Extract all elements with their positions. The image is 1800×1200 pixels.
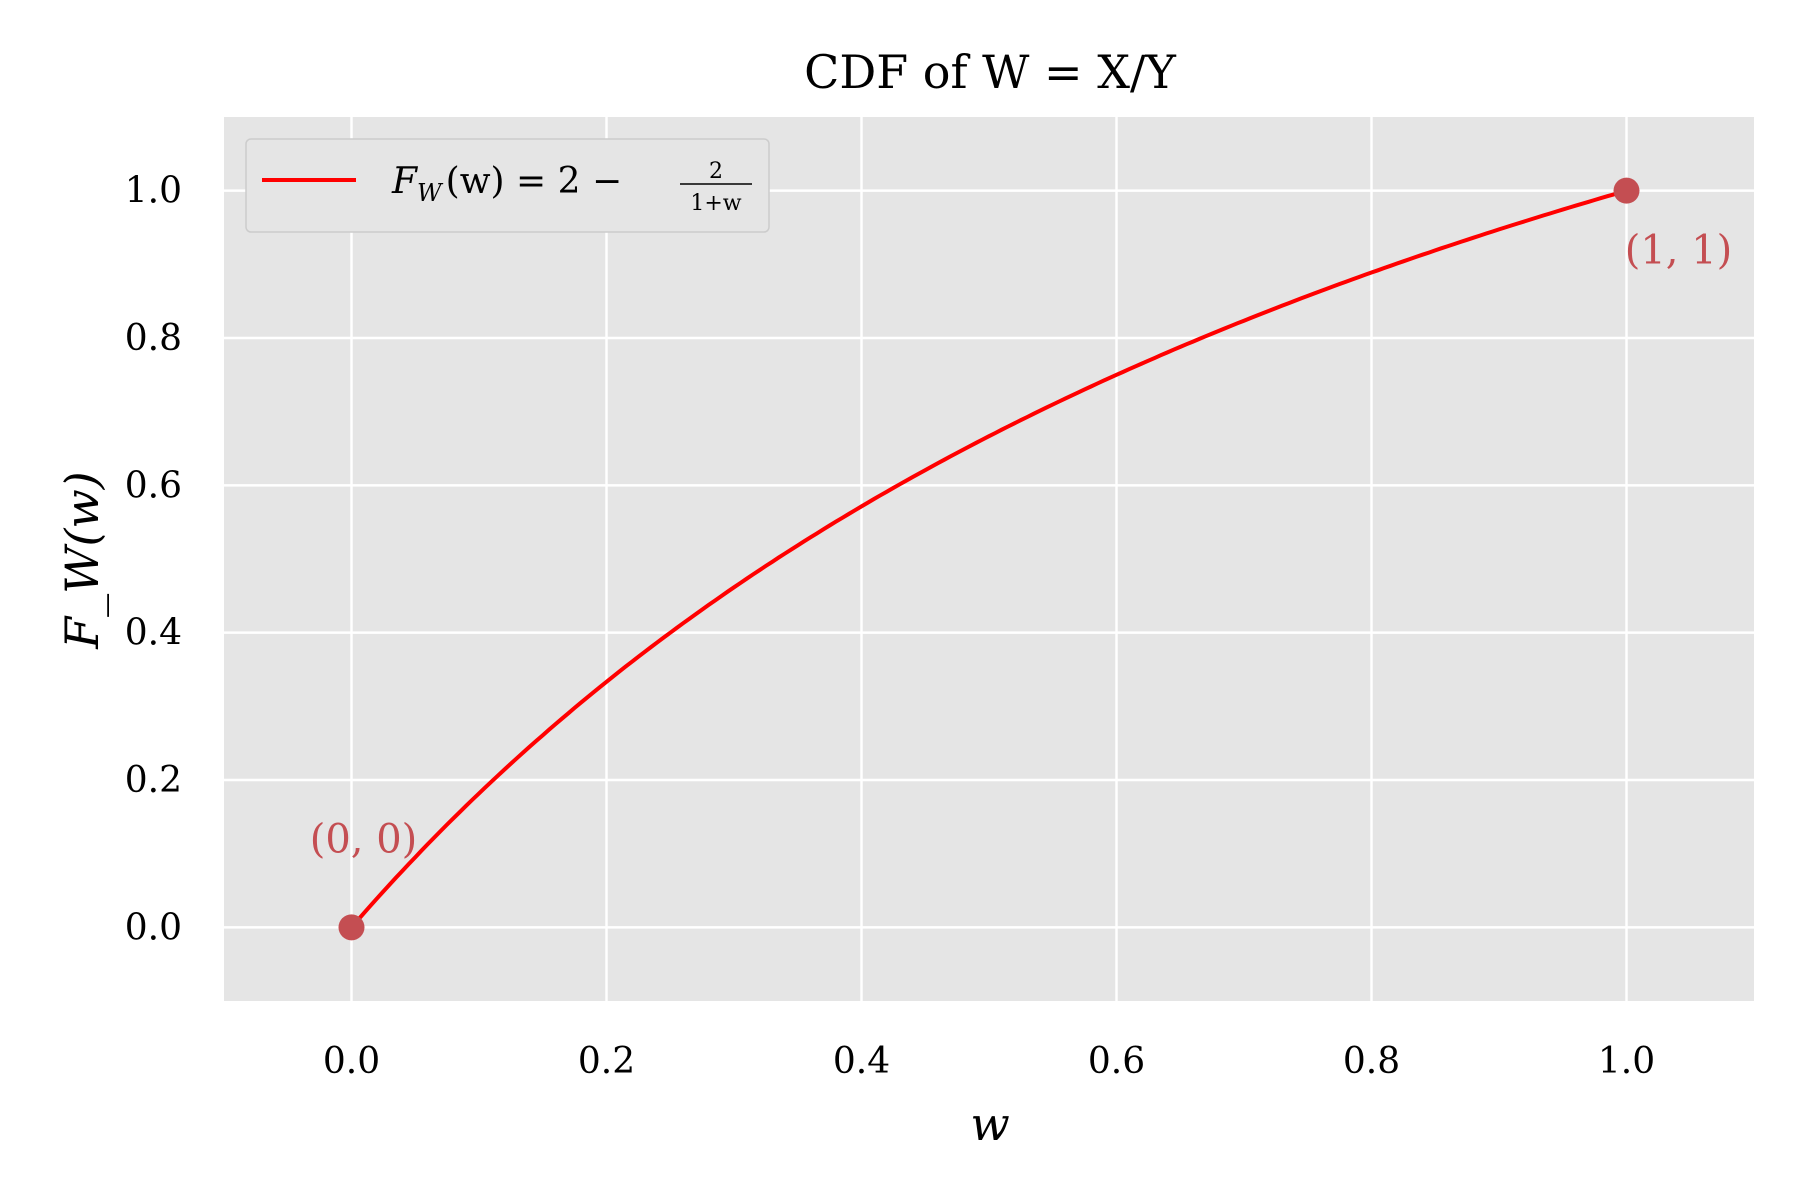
x-tick-label: 0.2 bbox=[578, 1041, 635, 1082]
legend-label: FW (w) = 2 − bbox=[391, 161, 622, 207]
legend-frac-den: 1+w bbox=[690, 191, 741, 216]
x-axis-label: w bbox=[970, 1097, 1009, 1151]
series-line bbox=[349, 188, 1628, 929]
legend-frac-num: 2 bbox=[709, 159, 723, 184]
x-tick-label: 0.6 bbox=[1088, 1041, 1145, 1082]
data-point bbox=[338, 914, 365, 941]
point-annotation: (1, 1) bbox=[1625, 228, 1733, 274]
legend: FW (w) = 2 − 2 1+w bbox=[245, 138, 770, 233]
x-tick-label: 0.8 bbox=[1343, 1041, 1400, 1082]
y-tick-label: 0.2 bbox=[125, 760, 182, 801]
chart-title: CDF of W = X/Y bbox=[804, 45, 1176, 99]
data-point bbox=[1613, 177, 1640, 204]
point-annotation: (0, 0) bbox=[310, 816, 418, 862]
x-tick-label: 1.0 bbox=[1598, 1041, 1655, 1082]
x-tick-label: 0.4 bbox=[833, 1041, 890, 1082]
y-tick-label: 0.4 bbox=[125, 613, 182, 654]
y-tick-label: 0.8 bbox=[125, 318, 182, 359]
y-tick-label: 0.0 bbox=[125, 907, 182, 948]
legend-lhs: F bbox=[391, 161, 419, 202]
legend-sub: W bbox=[417, 179, 444, 207]
y-tick-label: 1.0 bbox=[125, 171, 182, 212]
legend-mid: (w) = 2 − bbox=[446, 161, 622, 202]
y-tick-label: 0.6 bbox=[125, 465, 182, 506]
y-axis-label: F_W(w) bbox=[55, 471, 109, 649]
plot-area bbox=[224, 117, 1754, 1001]
legend-box bbox=[245, 138, 770, 233]
x-tick-label: 0.0 bbox=[323, 1041, 380, 1082]
